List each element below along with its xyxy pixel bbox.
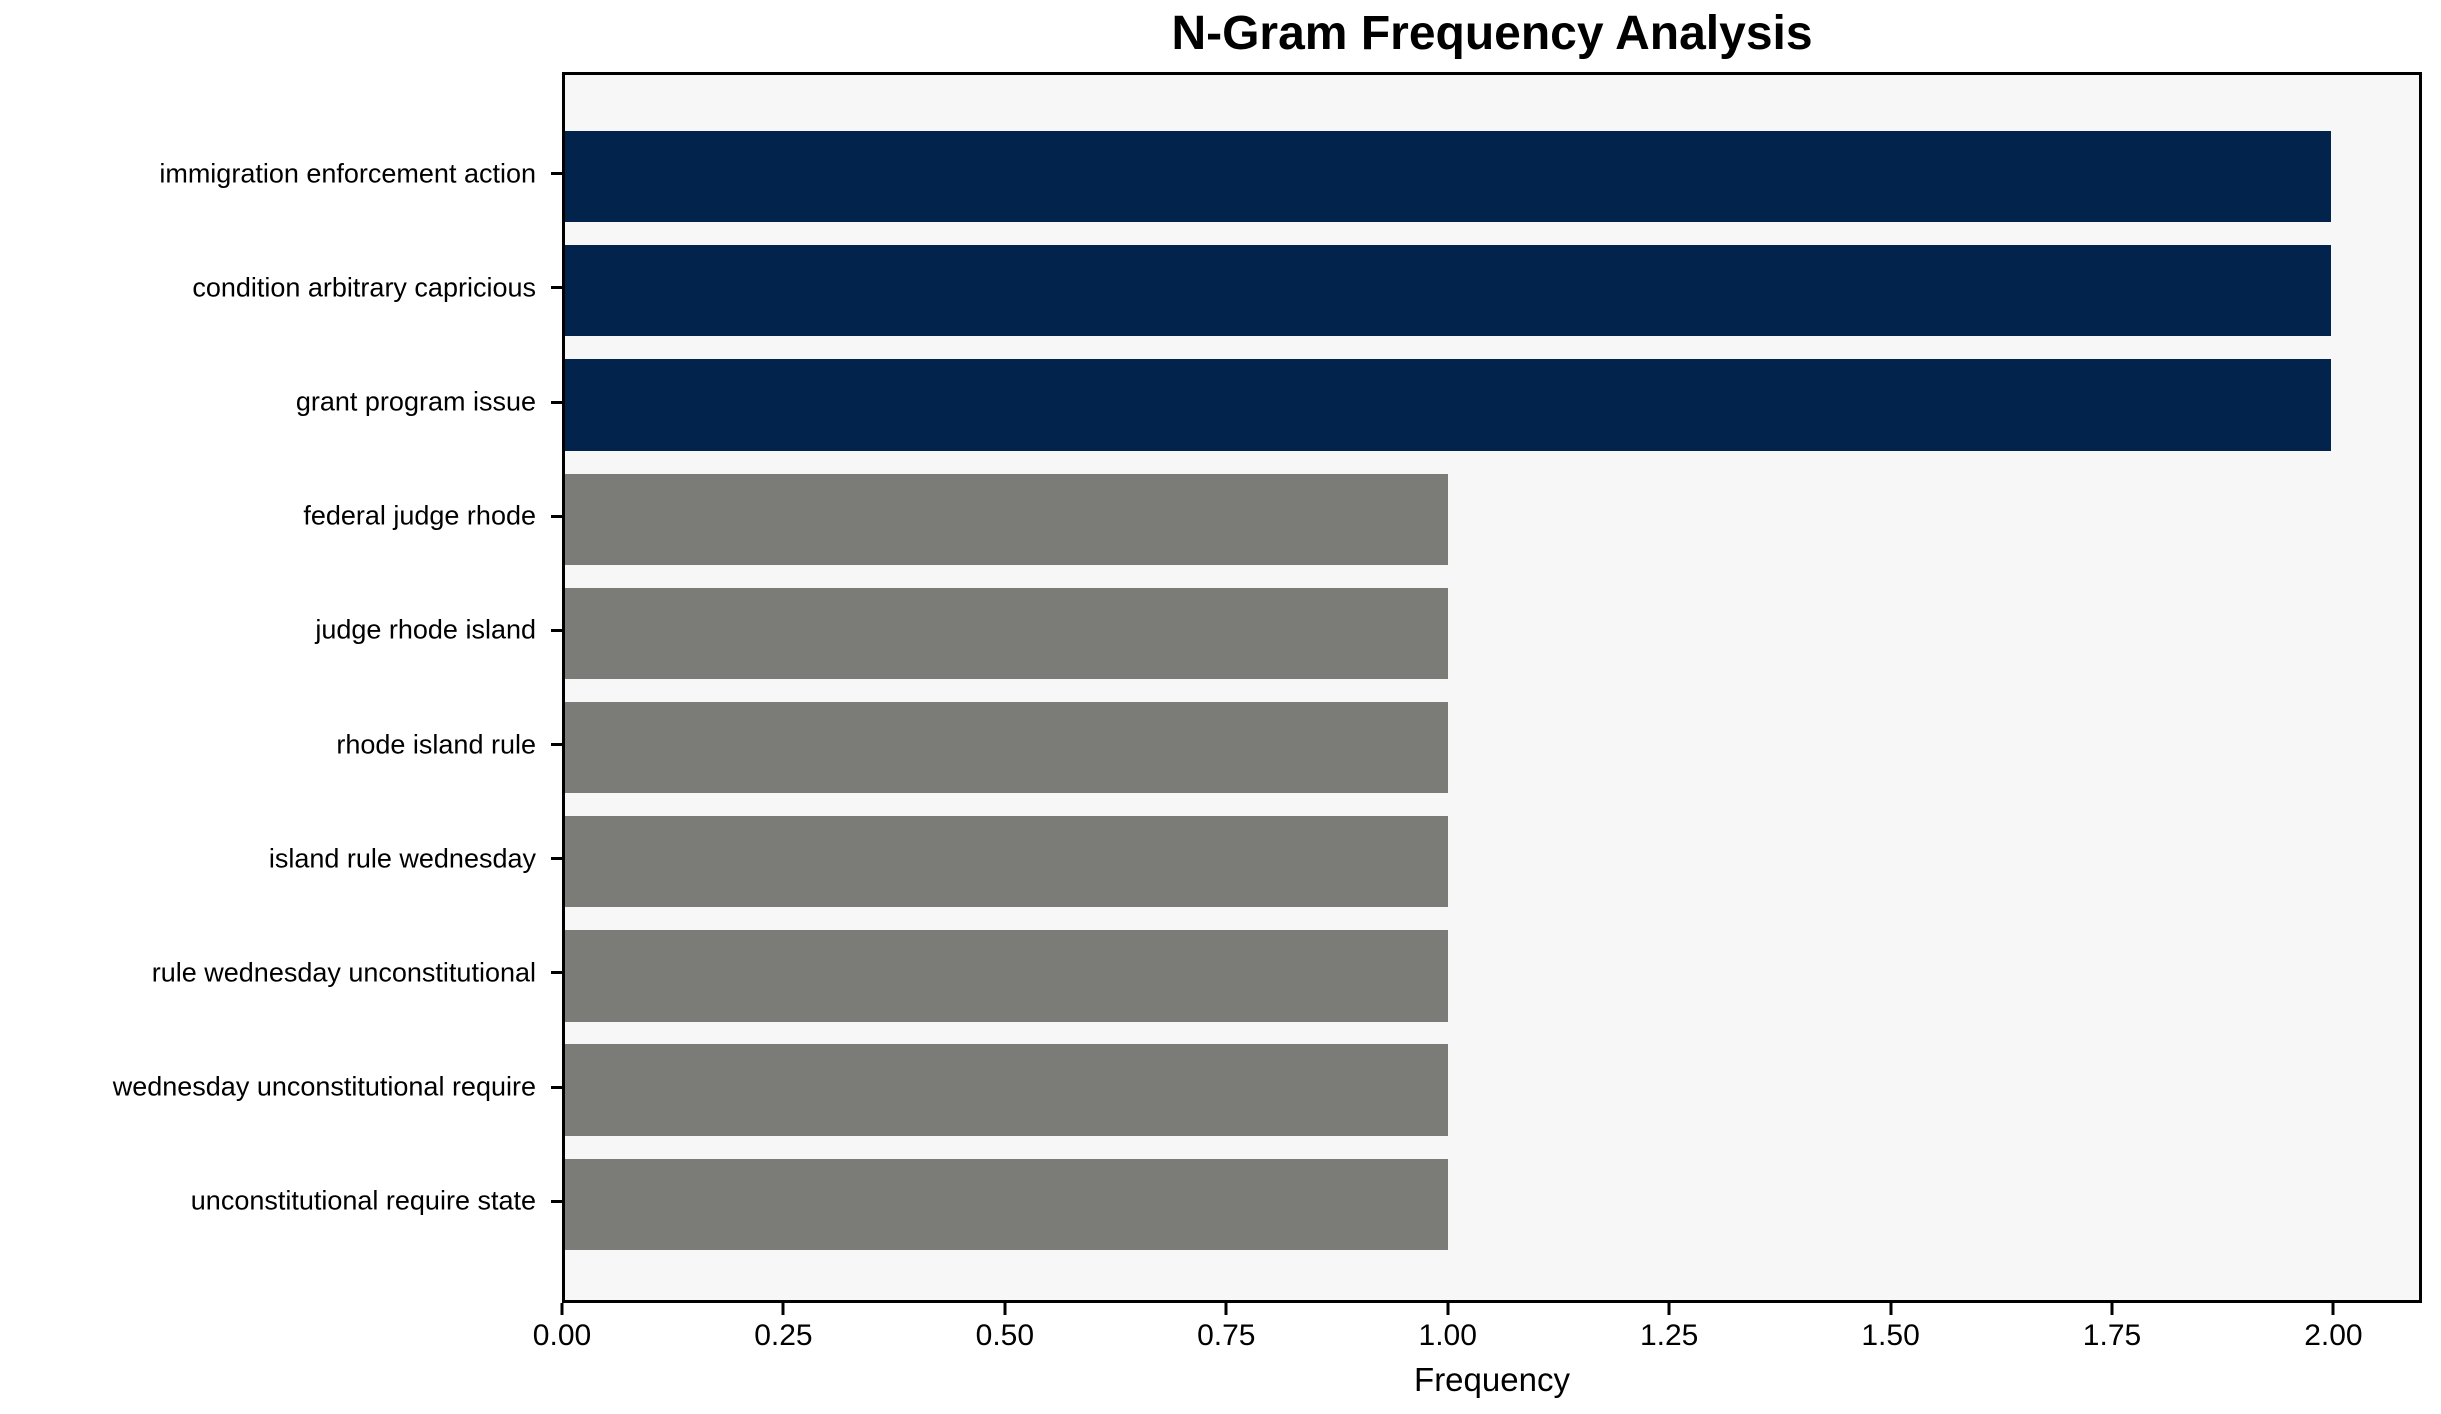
y-tick-mark [551,1199,562,1203]
x-tick-mark [781,1303,785,1315]
y-tick-label: unconstitutional require state [190,1185,536,1216]
bar [565,930,1448,1022]
y-tick-mark [551,514,562,518]
y-tick-mark [551,628,562,632]
bar [565,1044,1448,1136]
x-tick-mark [1224,1303,1228,1315]
x-tick-mark [2110,1303,2114,1315]
x-tick-label: 0.50 [975,1319,1035,1352]
x-tick-label: 0.75 [1197,1319,1256,1352]
y-tick-mark [551,743,562,747]
y-tick-label: judge rhode island [315,614,536,645]
y-tick-label: federal judge rhode [303,500,536,531]
plot-area [562,72,2422,1303]
y-tick-mark [551,971,562,975]
x-tick-label: 1.75 [2082,1319,2142,1352]
bar [565,587,1448,680]
x-tick-mark [2331,1303,2335,1315]
x-tick-label: 1.00 [1418,1319,1477,1352]
y-tick-label: island rule wednesday [268,843,536,874]
bar [565,701,1448,794]
x-tick-mark [1667,1303,1671,1315]
chart-title: N-Gram Frequency Analysis [1171,7,1813,60]
y-tick-label: condition arbitrary capricious [192,272,536,303]
y-tick-label: grant program issue [295,386,536,417]
y-tick-mark [551,400,562,404]
x-axis-label: Frequency [1414,1361,1570,1398]
y-tick-label: wednesday unconstitutional require [112,1071,536,1102]
x-tick-label: 0.00 [532,1319,592,1352]
bar [565,1158,1448,1251]
x-tick-mark [1889,1303,1893,1315]
y-tick-label: rule wednesday unconstitutional [151,957,536,988]
bar [565,130,2331,223]
x-tick-label: 2.00 [2304,1319,2363,1352]
y-tick-label: rhode island rule [336,729,536,760]
bar [565,359,2331,451]
x-tick-mark [1003,1303,1007,1315]
x-tick-label: 1.25 [1639,1319,1699,1352]
bar [565,245,2331,337]
y-axis: immigration enforcement action condition … [0,0,562,1414]
y-tick-mark [551,1085,562,1089]
x-tick-label: 0.25 [754,1319,813,1352]
x-tick-mark [560,1303,564,1315]
bar [565,473,1448,565]
y-tick-mark [551,286,562,290]
y-tick-mark [551,857,562,861]
x-tick-label: 1.50 [1861,1319,1920,1352]
y-tick-label: immigration enforcement action [159,158,536,189]
x-tick-mark [1446,1303,1450,1315]
bar [565,816,1448,908]
y-tick-mark [551,172,562,176]
